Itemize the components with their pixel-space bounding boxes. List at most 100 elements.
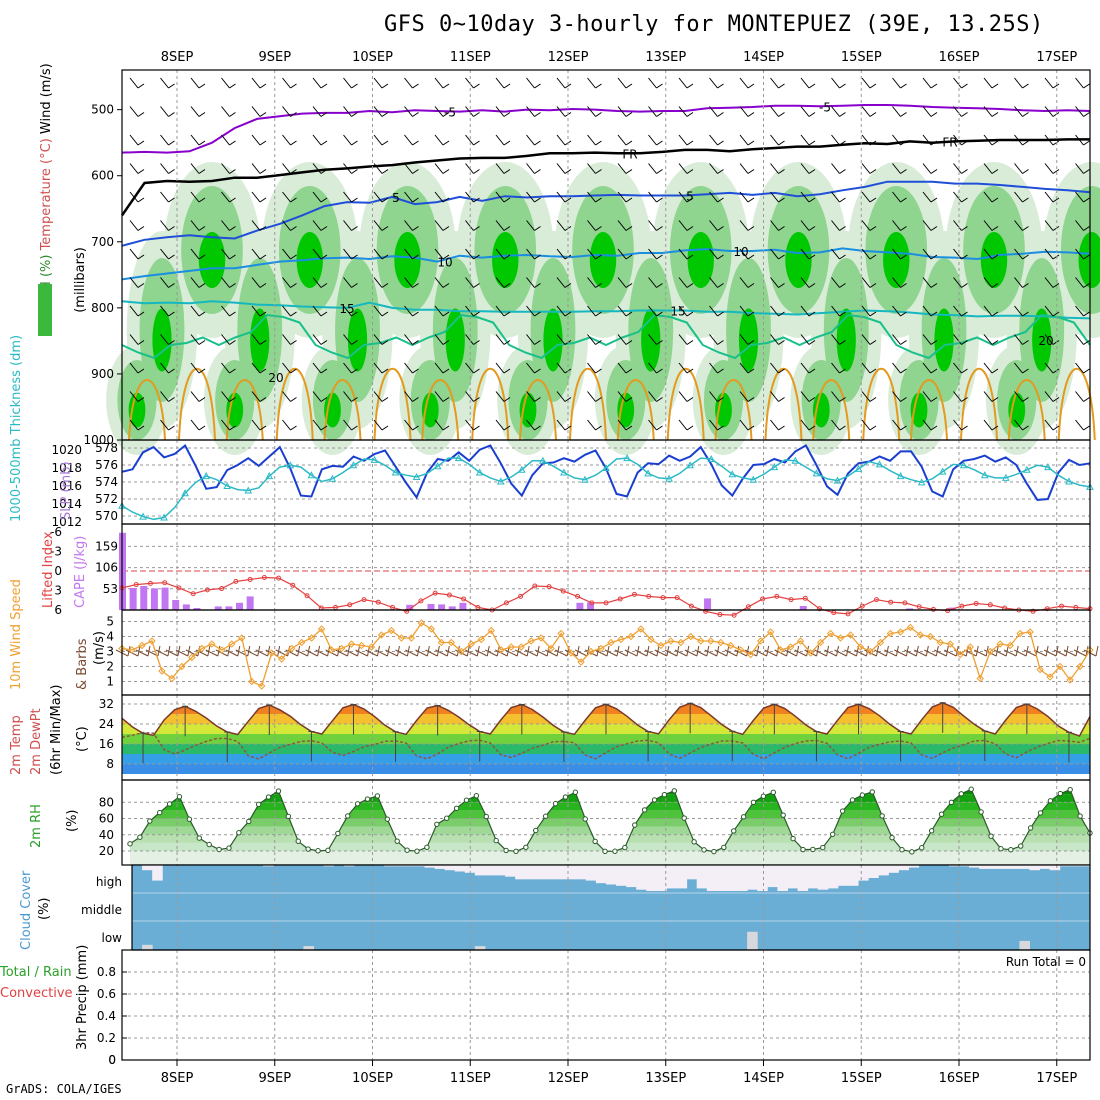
upper-wind-barb-flag: [595, 311, 602, 317]
lifted-index-marker: [873, 597, 879, 603]
upper-wind-barb-flag: [412, 311, 419, 317]
isotherm-20: [121, 313, 1091, 360]
wind-speed-marker: [1026, 628, 1034, 636]
upper-wind-barb-flag: [869, 397, 877, 402]
upper-wind-barb: [892, 191, 901, 203]
rh-band: [130, 818, 1090, 827]
p4-ytick-label: 4: [106, 630, 114, 644]
upper-wind-barb: [495, 277, 505, 288]
rh-legend-swatch: [38, 284, 52, 336]
upper-wind-barb-flag: [930, 226, 938, 231]
upper-wind-barb: [160, 277, 169, 288]
isotherm-25-arch: [1057, 368, 1096, 441]
cloud-high-bar: [323, 865, 335, 867]
p4-ytick-label: 1: [106, 675, 114, 689]
upper-wind-barb-flag: [1022, 254, 1029, 260]
rh-marker: [305, 846, 311, 852]
upper-wind-barb-flag: [930, 83, 938, 89]
upper-wind-barb: [221, 305, 230, 317]
lifted-index-marker: [888, 599, 894, 605]
upper-wind-barb: [129, 419, 139, 431]
upper-wind-barb-flag: [442, 169, 450, 174]
upper-wind-barb-flag: [595, 397, 602, 402]
upper-wind-barb-flag: [229, 83, 236, 89]
cloud-high-bar: [847, 865, 859, 886]
upper-wind-barb-flag: [290, 397, 297, 402]
upper-wind-barb: [861, 277, 871, 288]
upper-wind-barb: [556, 305, 566, 317]
upper-wind-barb: [343, 277, 352, 288]
rh-marker: [919, 845, 925, 851]
upper-wind-barb-flag: [808, 169, 816, 174]
upper-wind-barb: [434, 191, 444, 203]
p8-ylabel-convective: Convective: [0, 986, 73, 1001]
upper-wind-barb-flag: [381, 397, 389, 402]
rh-marker: [790, 835, 796, 842]
cloud-high-bar: [1039, 865, 1051, 869]
upper-wind-barb-flag: [1052, 340, 1060, 345]
upper-wind-barb-flag: [503, 226, 511, 231]
upper-wind-barb: [922, 305, 932, 317]
lifted-index-marker: [617, 596, 623, 602]
upper-wind-barb: [1014, 391, 1023, 402]
upper-wind-barb: [1014, 220, 1023, 231]
upper-wind-barb-flag: [229, 311, 236, 317]
rh-marker: [552, 800, 559, 807]
slp-marker: [560, 468, 568, 476]
upper-wind-barb-flag: [625, 226, 633, 231]
upper-wind-barb-flag: [595, 112, 602, 117]
upper-wind-barb-flag: [595, 140, 602, 146]
wind-speed-marker: [407, 634, 416, 642]
upper-wind-barb: [312, 362, 322, 374]
upper-wind-barb-flag: [442, 397, 450, 402]
cape-bar: [448, 606, 456, 610]
upper-wind-barb: [221, 106, 230, 117]
upper-wind-barb: [160, 134, 169, 146]
upper-wind-barb: [861, 220, 871, 231]
upper-wind-barb: [190, 191, 200, 203]
slp-marker: [1001, 473, 1010, 481]
upper-wind-barb-flag: [168, 112, 175, 117]
upper-wind-barb: [861, 77, 871, 89]
upper-wind-barb: [861, 334, 871, 345]
upper-wind-barb: [434, 106, 444, 117]
p1-ytick-label: 900: [91, 367, 114, 381]
upper-wind-barb-flag: [503, 112, 511, 117]
upper-wind-barb: [709, 362, 718, 374]
upper-wind-barb-flag: [839, 283, 846, 288]
upper-wind-barb: [221, 163, 230, 174]
isotherm-label: FR: [942, 135, 957, 149]
upper-wind-barb: [282, 362, 291, 374]
isotherm-25-arch: [910, 379, 948, 441]
upper-wind-barb-flag: [259, 368, 267, 374]
upper-wind-barb: [312, 163, 322, 174]
date-label-top: 9SEP: [258, 50, 291, 65]
upper-wind-barb-flag: [381, 83, 389, 89]
slp-marker: [623, 454, 631, 462]
upper-wind-barb-flag: [869, 83, 877, 89]
slp-marker: [139, 512, 147, 520]
lifted-index-marker: [404, 608, 410, 614]
upper-wind-barb: [709, 220, 718, 231]
wind-speed-marker: [577, 658, 585, 666]
upper-wind-barb-flag: [869, 425, 877, 431]
upper-wind-barb-flag: [1052, 425, 1060, 431]
upper-wind-barb: [831, 362, 840, 374]
upper-wind-barb-flag: [229, 197, 236, 203]
upper-wind-barb-flag: [869, 368, 877, 374]
date-label-bottom: 14SEP: [743, 1071, 784, 1086]
surface-wind-barb: [335, 649, 348, 657]
wind-speed-marker: [287, 644, 296, 653]
upper-wind-barb: [739, 220, 749, 231]
upper-wind-barb-flag: [290, 340, 297, 345]
upper-wind-barb-flag: [595, 340, 602, 345]
upper-wind-barb: [495, 419, 505, 431]
cape-bar: [140, 586, 148, 610]
surface-wind-barb: [684, 649, 698, 657]
wind-speed-marker: [238, 634, 246, 642]
upper-wind-barb: [526, 163, 535, 174]
upper-wind-barb: [1014, 334, 1023, 345]
wind-speed-marker: [637, 625, 645, 633]
upper-wind-barb-flag: [717, 140, 724, 146]
upper-wind-barb: [465, 277, 474, 288]
